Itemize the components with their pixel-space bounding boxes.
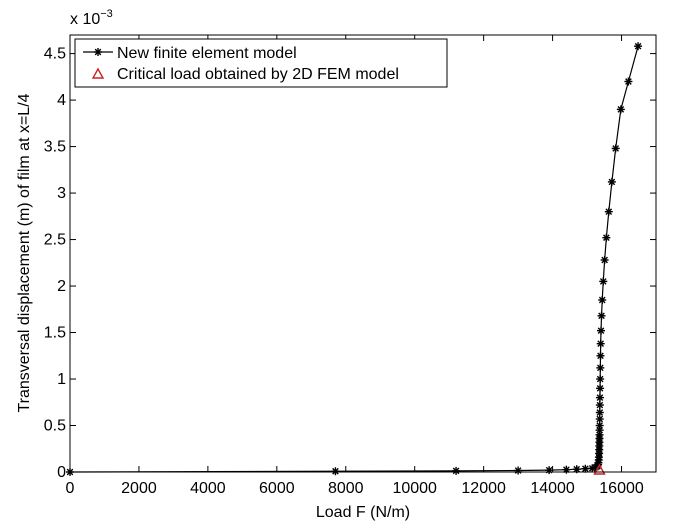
y-tick-label: 4.5 [44, 46, 66, 63]
x-tick-label: 10000 [392, 480, 437, 497]
legend-entry-new-fem: New finite element model [117, 45, 297, 62]
data-point-new-fem [634, 42, 643, 51]
data-point-new-fem [581, 464, 590, 473]
data-point-new-fem [596, 375, 605, 384]
x-tick-label: 6000 [259, 480, 295, 497]
y-tick-label: 4 [57, 92, 66, 109]
x-tick-label: 16000 [599, 480, 644, 497]
x-axis-ticks: 0 2000 4000 6000 8000 10000 12000 14000 16000 [66, 35, 644, 497]
y-tick-label: 3.5 [44, 139, 66, 156]
data-point-new-fem [595, 401, 604, 410]
data-point-new-fem [596, 339, 605, 348]
y-axis-label: Transversal displacement (m) of film at … [16, 93, 33, 412]
y-tick-label: 0 [57, 464, 66, 481]
x-tick-label: 12000 [461, 480, 506, 497]
x-tick-label: 8000 [328, 480, 364, 497]
y-tick-label: 2.5 [44, 232, 66, 249]
data-point-new-fem [514, 466, 523, 475]
legend-asterisk [94, 48, 102, 56]
x-tick-label: 2000 [121, 480, 157, 497]
legend-entry-critical-load: Critical load obtained by 2D FEM model [117, 66, 399, 83]
x-tick-label: 0 [66, 480, 75, 497]
y-exponent-label: x 10−3 [70, 8, 113, 28]
data-point-new-fem [602, 233, 611, 242]
data-point-new-fem [599, 277, 608, 286]
y-tick-label: 0.5 [44, 418, 66, 435]
data-point-new-fem [595, 421, 604, 430]
y-tick-label: 2 [57, 278, 66, 295]
legend-marker-critical-load [91, 67, 105, 79]
data-point-new-fem [597, 311, 606, 320]
data-point-new-fem [616, 105, 625, 114]
y-tick-label: 1 [57, 371, 66, 388]
data-point-new-fem [624, 77, 633, 86]
data-point-new-fem [452, 466, 461, 475]
data-point-new-fem [595, 408, 604, 417]
y-tick-label: 3 [57, 185, 66, 202]
data-point-new-fem [596, 351, 605, 360]
data-point-new-fem [598, 295, 607, 304]
data-point-new-fem [331, 467, 340, 476]
series-layer [66, 42, 643, 476]
data-point-new-fem [572, 465, 581, 474]
legend-box [74, 38, 448, 88]
x-tick-label: 4000 [190, 480, 226, 497]
data-point-new-fem [596, 384, 605, 393]
data-point-new-fem [604, 207, 613, 216]
legend: New finite element model Critical load o… [74, 38, 448, 88]
data-point-critical-load [593, 463, 606, 475]
plot-frame [69, 34, 657, 473]
y-tick-label: 1.5 [44, 325, 66, 342]
legend-triangle [91, 67, 105, 79]
data-point-new-fem [600, 256, 609, 265]
data-point-new-fem [545, 466, 554, 475]
data-point-new-fem [607, 177, 616, 186]
data-point-new-fem [597, 326, 606, 335]
plot-area [70, 35, 656, 472]
legend-marker-new-fem [94, 48, 102, 56]
data-point-new-fem [611, 144, 620, 153]
x-tick-label: 14000 [530, 480, 575, 497]
data-point-new-fem [596, 363, 605, 372]
y-axis-ticks: 0 0.5 1 1.5 2 2.5 3 3.5 4 4.5 [44, 46, 656, 481]
data-point-new-fem [595, 393, 604, 402]
x-axis-label: Load F (N/m) [316, 504, 410, 521]
